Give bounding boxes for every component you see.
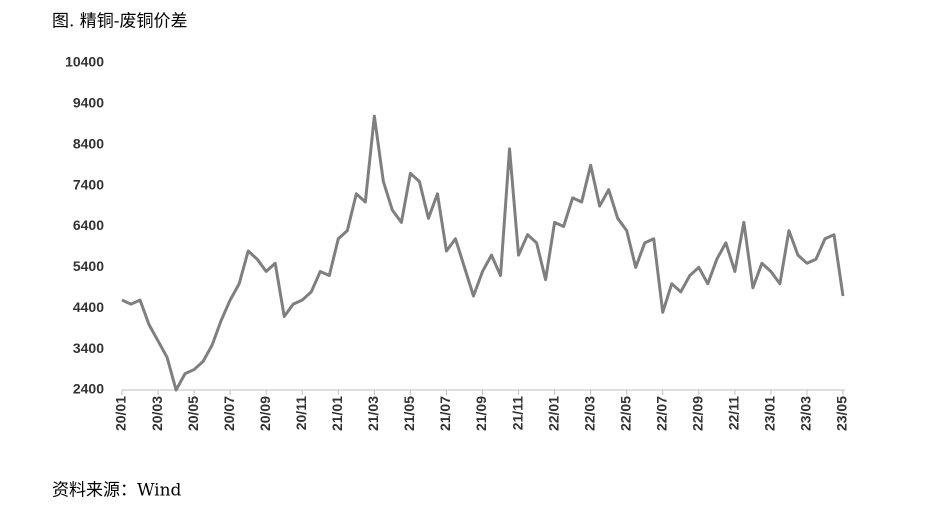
- y-tick-label: 8400: [73, 135, 104, 151]
- x-tick-label: 20/03: [149, 396, 165, 431]
- y-tick-label: 2400: [73, 381, 104, 397]
- y-tick-label: 7400: [73, 176, 104, 192]
- y-tick-label: 5400: [73, 258, 104, 274]
- x-tick-label: 23/01: [762, 396, 778, 431]
- y-tick-label: 10400: [65, 54, 104, 70]
- x-tick-label: 20/09: [257, 396, 273, 431]
- y-tick-label: 9400: [73, 95, 104, 111]
- x-tick-label: 21/05: [401, 396, 417, 431]
- x-tick-label: 22/05: [617, 396, 633, 431]
- y-tick-label: 4400: [73, 299, 104, 315]
- x-tick-label: 21/09: [473, 396, 489, 431]
- x-tick-label: 21/07: [437, 396, 453, 431]
- y-tick-label: 6400: [73, 217, 104, 233]
- x-tick-label: 20/05: [185, 396, 201, 431]
- x-tick-label: 20/01: [113, 396, 129, 431]
- x-tick-label: 22/01: [545, 396, 561, 431]
- x-tick-label: 22/09: [690, 396, 706, 431]
- source-note: 资料来源：Wind: [52, 481, 182, 501]
- x-tick-label: 22/07: [653, 396, 669, 431]
- chart-title: 图. 精铜-废铜价差: [52, 12, 188, 32]
- x-tick-label: 20/07: [221, 396, 237, 431]
- price-line: [121, 114, 845, 392]
- x-tick-label: 23/03: [798, 396, 814, 431]
- x-tick-label: 22/03: [581, 396, 597, 431]
- x-tick-label: 22/11: [726, 396, 742, 430]
- x-tick-label: 21/01: [329, 396, 345, 431]
- x-tick-label: 21/11: [509, 396, 525, 430]
- x-tick-label: 21/03: [365, 396, 381, 431]
- x-tick-label: 20/11: [293, 396, 309, 430]
- x-tick-label: 23/05: [834, 396, 850, 431]
- y-tick-label: 3400: [73, 340, 104, 356]
